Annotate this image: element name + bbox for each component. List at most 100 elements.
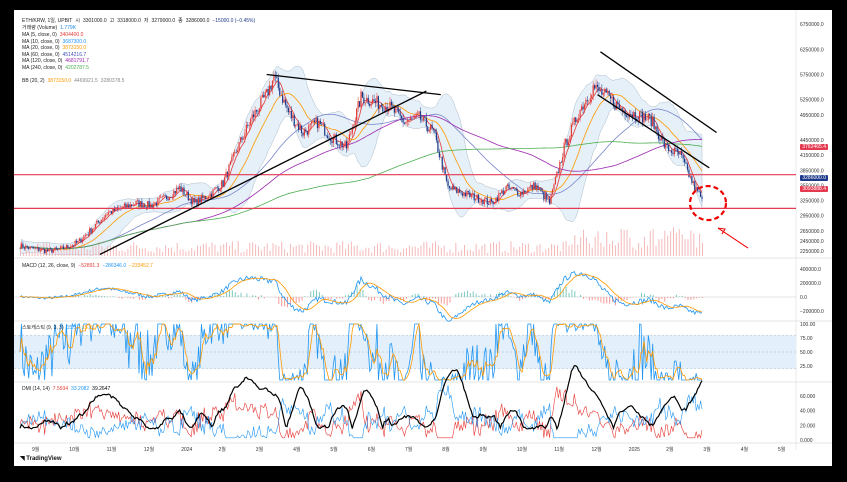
- macd-histogram-bar: [623, 297, 625, 300]
- candle-body: [398, 109, 400, 113]
- macd-histogram-bar: [423, 296, 425, 297]
- candle-body: [138, 200, 140, 207]
- candle-body: [367, 97, 369, 105]
- macd-histogram-bar: [376, 297, 378, 298]
- volume-bar: [257, 246, 259, 256]
- volume-bar: [437, 245, 439, 256]
- volume-bar: [72, 248, 74, 256]
- candle-body: [173, 190, 175, 198]
- candle-body: [356, 108, 358, 121]
- date-tick-label: 2025: [629, 447, 640, 453]
- candle-body: [630, 114, 632, 115]
- candle-body: [434, 129, 436, 133]
- candle-body: [676, 148, 678, 152]
- candle-body: [31, 246, 33, 248]
- volume-bar: [687, 239, 689, 256]
- volume-bar: [603, 246, 605, 256]
- volume-bar: [495, 243, 497, 256]
- candle-body: [623, 110, 625, 112]
- macd-histogram-bar: [466, 290, 468, 297]
- volume-bar: [37, 243, 39, 256]
- macd-histogram-bar: [495, 294, 497, 297]
- candle-body: [446, 174, 448, 182]
- volume-bar: [440, 248, 442, 256]
- candle-body: [300, 125, 303, 133]
- volume-bar: [109, 246, 111, 256]
- volume-bar: [524, 244, 526, 256]
- candle-body: [659, 139, 661, 141]
- macd-histogram-bar: [400, 297, 402, 301]
- price-tick-label: 4150000.0: [800, 153, 824, 159]
- candle-body: [266, 89, 268, 92]
- candle-body: [588, 100, 590, 102]
- volume-bar: [643, 236, 645, 256]
- volume-bar: [571, 244, 573, 256]
- volume-bar: [411, 246, 413, 256]
- candle-body: [528, 187, 530, 189]
- candle-body: [505, 186, 507, 191]
- candle-body: [483, 198, 485, 204]
- volume-bar: [493, 242, 495, 256]
- candle-body: [457, 189, 459, 193]
- candle-body: [390, 101, 393, 106]
- date-tick-label: 5월: [330, 446, 338, 453]
- candle-body: [100, 219, 102, 224]
- volume-bar: [397, 249, 399, 256]
- macd-histogram-bar: [304, 296, 306, 297]
- macd-histogram-bar: [580, 294, 582, 297]
- candle-body: [364, 102, 366, 104]
- volume-bar: [394, 249, 396, 256]
- macd-histogram-bar: [446, 297, 448, 306]
- volume-bar: [464, 245, 466, 256]
- volume-bar: [652, 229, 654, 256]
- candle-body: [427, 126, 429, 132]
- candle-body: [192, 198, 194, 205]
- candle-body: [315, 117, 317, 123]
- candle-body: [612, 96, 615, 107]
- chart-canvas[interactable]: 6750000.0 6250000.0 5750000.0 5250000.0 4950…: [14, 10, 832, 466]
- macd-histogram-bar: [641, 292, 643, 297]
- candle-body: [663, 139, 665, 148]
- volume-bar: [295, 245, 297, 256]
- macd-histogram-bar: [83, 295, 85, 297]
- ma-value: 4681791.7: [65, 58, 89, 65]
- volume-bar: [426, 241, 428, 256]
- candle-body: [312, 120, 314, 122]
- macd-histogram-bar: [104, 296, 106, 297]
- candle-body: [61, 246, 63, 247]
- candle-body: [464, 192, 467, 197]
- candle-body: [328, 137, 330, 139]
- candle-body: [509, 188, 512, 190]
- candle-body: [403, 122, 406, 124]
- volume-bar: [101, 246, 103, 256]
- candle-body: [647, 113, 649, 120]
- volume-bar: [182, 249, 184, 256]
- candle-body: [459, 189, 461, 193]
- candle-body: [479, 202, 481, 203]
- candle-body: [489, 198, 491, 205]
- candle-body: [557, 171, 559, 173]
- macd-histogram-bar: [385, 297, 387, 302]
- macd-histogram-bar: [417, 293, 419, 297]
- macd-histogram-bar: [510, 296, 512, 297]
- candle-body: [174, 190, 176, 194]
- macd-histogram-bar: [188, 297, 190, 303]
- volume-bar: [226, 242, 228, 256]
- volume-bar: [507, 252, 509, 256]
- candle-body: [163, 195, 165, 197]
- candle-body: [653, 116, 655, 129]
- volume-bar: [591, 247, 593, 256]
- candle-body: [193, 198, 195, 202]
- volume-bar: [678, 229, 680, 256]
- volume-bar: [112, 245, 114, 256]
- candle-body: [540, 188, 542, 192]
- candle-body: [180, 186, 182, 192]
- macd-histogram-bar: [147, 296, 149, 297]
- volume-bar: [353, 246, 355, 256]
- date-tick-label: 8월: [442, 446, 450, 453]
- volume-bar: [626, 229, 628, 256]
- macd-histogram-bar: [359, 288, 361, 297]
- candle-body: [692, 181, 694, 183]
- volume-bar: [501, 252, 503, 256]
- candle-body: [131, 204, 133, 206]
